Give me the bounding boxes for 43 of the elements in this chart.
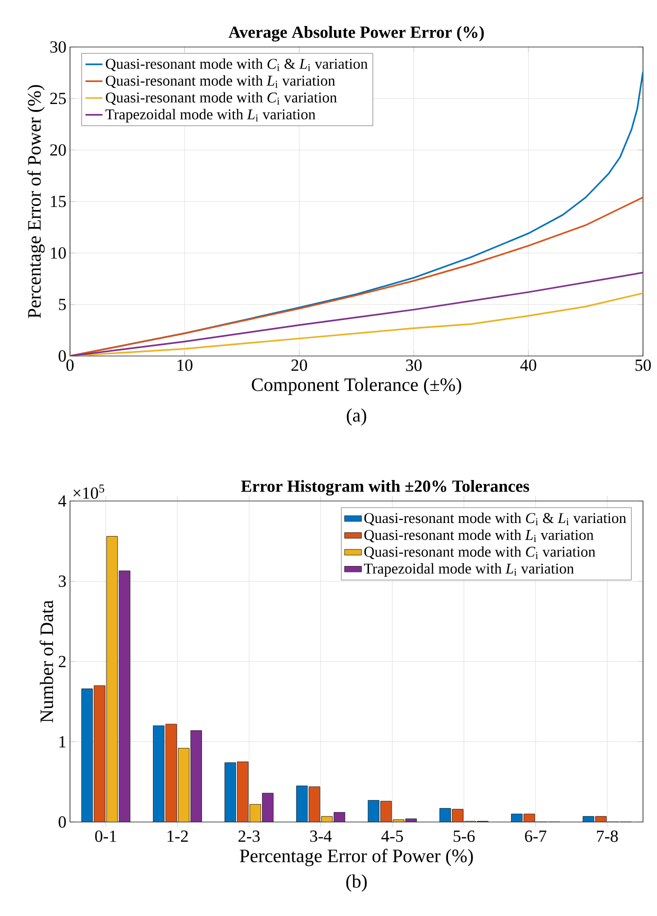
x-tick-label: 4-5 (381, 830, 403, 842)
legend-label: Quasi-resonant mode with C$_{i}$ & L$_{i}$ variation (364, 512, 626, 526)
y-tick-label: 10 (51, 247, 66, 259)
x-tick-label: 3-4 (310, 830, 332, 842)
y-axis-title: Percentage Error of Power (%) (27, 85, 45, 318)
x-tick-label: 1-2 (168, 830, 188, 842)
legend-label: Trapezoidal mode with L$_{i}$ variation (364, 563, 574, 577)
legend-label: Trapezoidal mode with L$_{i}$ variation (106, 108, 316, 122)
y-tick-label: 2 (58, 656, 66, 668)
legend-label: Quasi-resonant mode with L$_{i}$ variation (364, 529, 594, 542)
legend-label: Quasi-resonant mode with L$_{i}$ variation (106, 75, 336, 88)
x-tick-label: 50 (636, 360, 651, 371)
x-tick-label: 30 (406, 360, 422, 371)
text: (a) (346, 408, 366, 426)
x-tick-label: 6-7 (525, 830, 546, 842)
y-tick-label: 3 (58, 576, 66, 587)
y-tick-label: 30 (50, 41, 66, 53)
y-tick-label: 0 (58, 350, 66, 362)
legend-label: Quasi-resonant mode with C$_{i}$ variation (106, 92, 337, 105)
y-tick-label: 1 (59, 736, 66, 748)
y-tick-label: 0 (58, 816, 66, 828)
legend-label: Quasi-resonant mode with C$_{i}$ variation (364, 546, 596, 560)
legend-label: Quasi-resonant mode with C$_{i}$ & L$_{i}$ variation (106, 58, 368, 72)
chart-title: Error Histogram with ±20% Tolerances (241, 480, 530, 496)
x-tick-label: 0 (66, 360, 74, 371)
y-tick-label: 25 (50, 92, 66, 104)
x-tick-label: 7-8 (597, 830, 618, 842)
x-tick-label: 2-3 (238, 830, 260, 842)
x-axis-title: Component Tolerance (±%) (252, 378, 462, 395)
y-tick-label: 5 (58, 298, 66, 310)
x-tick-label: 40 (520, 360, 536, 371)
text: (b) (346, 874, 367, 892)
x-tick-label: 10 (178, 360, 192, 371)
y-axis-title: Number of Data (40, 600, 54, 722)
y-tick-label: 4 (58, 495, 66, 507)
x-tick-label: 5-6 (454, 830, 475, 842)
x-axis-title: Percentage Error of Power (%) (240, 848, 473, 866)
x-tick-label: 20 (291, 360, 308, 371)
x-tick-label: 0-1 (95, 830, 116, 842)
chart-title: Average Absolute Power Error (%) (228, 26, 484, 42)
y-tick-label: 15 (51, 196, 66, 208)
text: ×10$^{5}$ (74, 484, 104, 499)
y-tick-label: 20 (50, 144, 66, 156)
